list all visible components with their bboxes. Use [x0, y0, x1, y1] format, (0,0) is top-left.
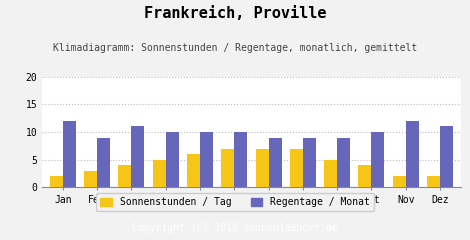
Bar — [290, 149, 303, 187]
Bar — [50, 176, 63, 187]
Bar — [324, 160, 337, 187]
Bar — [153, 160, 166, 187]
Bar — [166, 132, 179, 187]
Bar — [268, 138, 282, 187]
Bar — [371, 132, 384, 187]
Bar — [359, 165, 371, 187]
Bar — [97, 138, 110, 187]
Text: Copyright (C) 2010 sonnenlaender.de: Copyright (C) 2010 sonnenlaender.de — [132, 223, 338, 233]
Bar — [84, 171, 97, 187]
Bar — [406, 121, 419, 187]
Bar — [200, 132, 213, 187]
Bar — [440, 126, 453, 187]
Bar — [256, 149, 268, 187]
Bar — [132, 126, 144, 187]
Text: Frankreich, Proville: Frankreich, Proville — [144, 6, 326, 21]
Bar — [118, 165, 132, 187]
Bar — [337, 138, 350, 187]
Bar — [393, 176, 406, 187]
Bar — [187, 154, 200, 187]
Bar — [221, 149, 235, 187]
Text: Klimadiagramm: Sonnenstunden / Regentage, monatlich, gemittelt: Klimadiagramm: Sonnenstunden / Regentage… — [53, 43, 417, 53]
Bar — [235, 132, 247, 187]
Legend: Sonnenstunden / Tag, Regentage / Monat: Sonnenstunden / Tag, Regentage / Monat — [96, 193, 374, 211]
Bar — [427, 176, 440, 187]
Bar — [303, 138, 316, 187]
Bar — [63, 121, 76, 187]
